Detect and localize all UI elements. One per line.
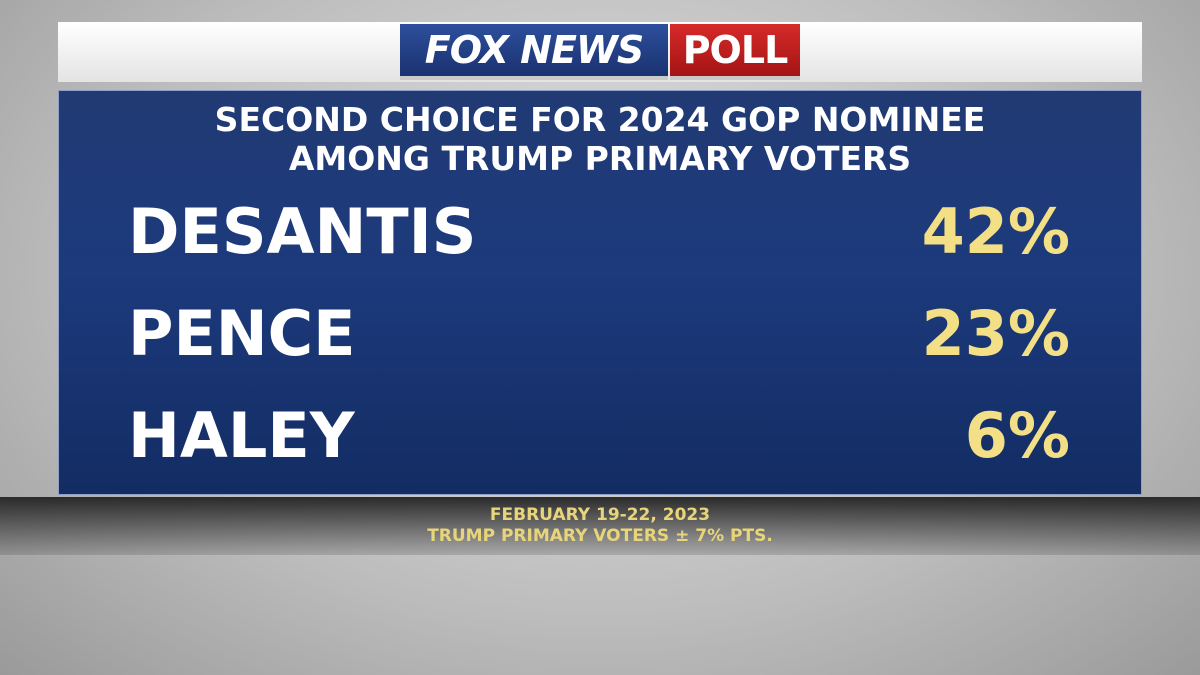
logo: FOX NEWS [400, 24, 668, 80]
candidate: PENCE [128, 297, 356, 370]
title: SECOND CHOICE FOR 2024 GOP NOMINEE [214, 100, 986, 139]
percent: 23% [921, 297, 1070, 370]
percent: 6% [964, 399, 1070, 472]
logo: POLL [670, 24, 800, 80]
percent: 42% [921, 195, 1070, 268]
footer-band [0, 497, 1200, 555]
candidate: DESANTIS [128, 195, 477, 268]
panel [58, 90, 1142, 495]
footer-text: TRUMP PRIMARY VOTERS ± 7% PTS. [427, 526, 773, 546]
candidate: HALEY [128, 399, 355, 472]
footer-text: FEBRUARY 19-22, 2023 [489, 505, 711, 525]
title: AMONG TRUMP PRIMARY VOTERS [288, 139, 912, 178]
